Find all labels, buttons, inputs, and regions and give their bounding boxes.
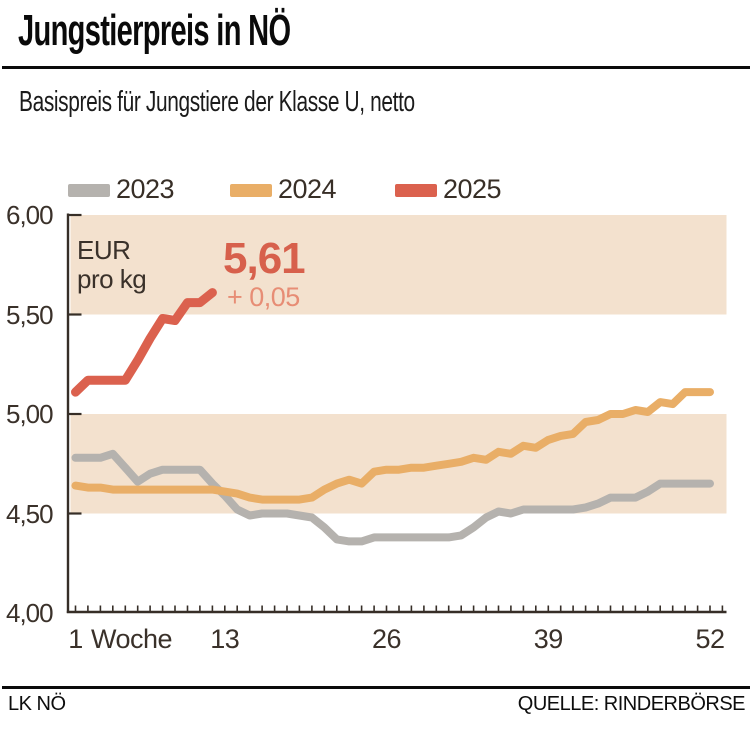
chart-subtitle: Basispreis für Jungstiere der Klasse U, … [19,86,415,118]
title-rule [2,66,750,69]
x-axis-label: 52 [695,624,725,654]
line-2023 [71,449,714,546]
price-change-annotation: + 0,05 [227,282,300,312]
legend-label: 2023 [116,174,175,204]
line-2024 [71,388,714,504]
legend-label: 2024 [278,174,337,204]
x-axis-label: 39 [533,624,564,654]
x-axis-label: 26 [371,624,402,654]
x-axis-label: 1 [68,624,83,654]
page-title: Jungstierpreis in NÖ [18,6,291,55]
footer-source: QUELLE: RINDERBÖRSE [517,693,746,715]
legend-swatch-2023 [68,184,110,197]
footer-credit: LK NÖ [8,693,66,715]
y-axis-label: 6,00 [6,200,54,230]
footer-rule [2,686,750,689]
unit-label-line1: EUR [77,235,131,265]
x-axis-label: Woche [90,624,173,654]
y-axis-ticks [67,213,82,515]
price-band [70,215,727,315]
legend-item-2025: 2025 [395,174,502,205]
legend-item-2023: 2023 [68,174,175,205]
legend-item-2024: 2024 [230,174,337,205]
latest-price-annotation: 5,61 [223,234,306,283]
legend-swatch-2025 [395,184,437,197]
unit-label-line2: pro kg [77,264,147,294]
legend-swatch-2024 [230,184,272,197]
legend-label: 2025 [443,174,502,204]
y-axis-label: 5,00 [6,399,54,429]
x-axis-label: 13 [210,624,240,654]
y-axis-label: 4,50 [6,498,54,529]
chart-legend: 2023 2024 2025 [0,174,752,204]
chart-lines [71,288,714,546]
y-axis-label: 5,50 [6,299,54,330]
unit-label: EUR pro kg [77,235,147,294]
x-axis-minor-ticks [74,605,724,612]
y-axis-label: 4,00 [6,598,54,628]
line-2025 [71,288,217,397]
